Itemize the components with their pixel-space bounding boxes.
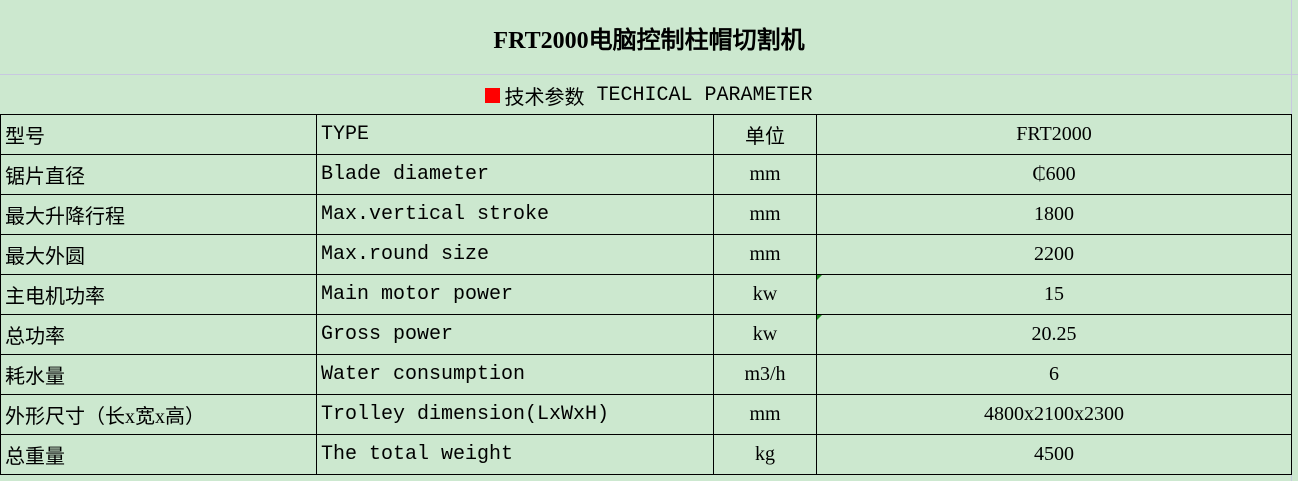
divider (0, 74, 1298, 75)
param-name-en[interactable]: Max.round size (316, 234, 714, 275)
param-unit-text: kg (755, 443, 775, 465)
param-name-en[interactable]: Main motor power (316, 274, 714, 315)
red-square-icon (485, 87, 501, 103)
param-name-en-text: Gross power (321, 323, 454, 346)
section-heading-en: TECHICAL PARAMETER (584, 84, 812, 107)
section-heading-en-text: TECHICAL PARAMETER (596, 83, 813, 107)
param-name-cn[interactable]: 主电机功率 (0, 274, 317, 315)
param-name-en-text: Max.round size (321, 243, 490, 266)
param-unit-text: mm (749, 163, 781, 185)
param-value-text: FRT2000 (1016, 123, 1092, 145)
section-heading-cn: 技术参数 (504, 86, 585, 109)
param-name-en[interactable]: Trolley dimension(LxWxH) (316, 394, 714, 435)
param-name-cn-text: 最大外圆 (5, 246, 85, 268)
param-value[interactable]: 4500 (816, 434, 1292, 475)
param-name-en-text: Trolley dimension(LxWxH) (321, 403, 610, 426)
param-name-cn-text: 耗水量 (5, 366, 65, 388)
param-name-en[interactable]: The total weight (316, 434, 714, 475)
param-value-text: 4800x2100x2300 (984, 403, 1124, 425)
table-row: 外形尺寸（长x宽x高） Trolley dimension(LxWxH) mm 480… (0, 394, 1292, 435)
param-name-cn-text: 总功率 (5, 326, 65, 348)
param-value-text: 20.25 (1031, 323, 1077, 345)
param-value-text: 2200 (1034, 243, 1074, 265)
param-value[interactable]: 1800 (816, 194, 1292, 235)
table-row: 总重量 The total weight kg 4500 (0, 434, 1292, 475)
param-name-cn[interactable]: 耗水量 (0, 354, 317, 395)
param-name-en[interactable]: Max.vertical stroke (316, 194, 714, 235)
param-name-cn[interactable]: 总功率 (0, 314, 317, 355)
table-row: 总功率 Gross power kw 20.25 (0, 314, 1292, 355)
param-unit[interactable]: 单位 (713, 114, 817, 155)
sheet-gridline (1291, 0, 1292, 481)
table-row: 耗水量 Water consumption m3/h 6 (0, 354, 1292, 395)
param-value-text: ₵600 (1032, 163, 1076, 185)
param-name-cn[interactable]: 锯片直径 (0, 154, 317, 195)
cell-comment-marker (817, 275, 822, 280)
param-unit[interactable]: mm (713, 154, 817, 195)
param-unit[interactable]: mm (713, 194, 817, 235)
param-value[interactable]: 2200 (816, 234, 1292, 275)
section-heading: 技术参数 TECHICAL PARAMETER (0, 75, 1298, 115)
param-name-en[interactable]: TYPE (316, 114, 714, 155)
param-value[interactable]: 6 (816, 354, 1292, 395)
param-name-cn-text: 锯片直径 (5, 166, 85, 188)
param-unit[interactable]: kw (713, 274, 817, 315)
param-value-text: 15 (1044, 283, 1064, 305)
param-name-en[interactable]: Blade diameter (316, 154, 714, 195)
param-name-en-text: The total weight (321, 443, 514, 466)
param-name-cn-text: 外形尺寸（长x宽x高） (5, 406, 205, 428)
param-value-text: 4500 (1034, 443, 1074, 465)
param-value[interactable]: FRT2000 (816, 114, 1292, 155)
param-unit[interactable]: mm (713, 234, 817, 275)
param-name-cn[interactable]: 外形尺寸（长x宽x高） (0, 394, 317, 435)
param-name-cn[interactable]: 最大升降行程 (0, 194, 317, 235)
param-unit-text: mm (749, 403, 781, 425)
param-name-cn-text: 最大升降行程 (5, 206, 125, 228)
param-name-en[interactable]: Water consumption (316, 354, 714, 395)
param-unit-text: m3/h (744, 363, 786, 385)
table-row: 最大外圆 Max.round size mm 2200 (0, 234, 1292, 275)
param-name-en-text: Blade diameter (321, 163, 490, 186)
param-value[interactable]: 20.25 (816, 314, 1292, 355)
table-row: 主电机功率 Main motor power kw 15 (0, 274, 1292, 315)
param-name-en-text: TYPE (321, 123, 370, 146)
table-row: 型号 TYPE 单位 FRT2000 (0, 114, 1292, 155)
param-name-cn-text: 总重量 (5, 446, 65, 468)
param-unit[interactable]: mm (713, 394, 817, 435)
cell-comment-marker (817, 315, 822, 320)
param-name-en-text: Main motor power (321, 283, 514, 306)
param-value[interactable]: ₵600 (816, 154, 1292, 195)
param-unit-text: mm (749, 243, 781, 265)
param-name-cn-text: 主电机功率 (5, 286, 105, 308)
param-value-text: 1800 (1034, 203, 1074, 225)
table-row: 最大升降行程 Max.vertical stroke mm 1800 (0, 194, 1292, 235)
parameter-table: 型号 TYPE 单位 FRT2000 锯片直径 Blade diameter mm ₵600 最… (0, 114, 1292, 475)
table-row: 锯片直径 Blade diameter mm ₵600 (0, 154, 1292, 195)
param-unit-text: 单位 (745, 126, 785, 148)
param-unit-text: kw (752, 283, 778, 305)
param-value[interactable]: 15 (816, 274, 1292, 315)
param-unit-text: mm (749, 203, 781, 225)
param-name-en-text: Max.vertical stroke (321, 203, 550, 226)
param-unit[interactable]: m3/h (713, 354, 817, 395)
param-unit[interactable]: kw (713, 314, 817, 355)
param-name-en-text: Water consumption (321, 363, 526, 386)
param-value[interactable]: 4800x2100x2300 (816, 394, 1292, 435)
page-title: FRT2000电脑控制柱帽切割机 (493, 27, 805, 54)
param-name-en[interactable]: Gross power (316, 314, 714, 355)
param-name-cn-text: 型号 (5, 126, 45, 148)
param-name-cn[interactable]: 最大外圆 (0, 234, 317, 275)
param-name-cn[interactable]: 型号 (0, 114, 317, 155)
param-unit-text: kw (752, 323, 778, 345)
param-name-cn[interactable]: 总重量 (0, 434, 317, 475)
param-value-text: 6 (1049, 363, 1059, 385)
param-unit[interactable]: kg (713, 434, 817, 475)
